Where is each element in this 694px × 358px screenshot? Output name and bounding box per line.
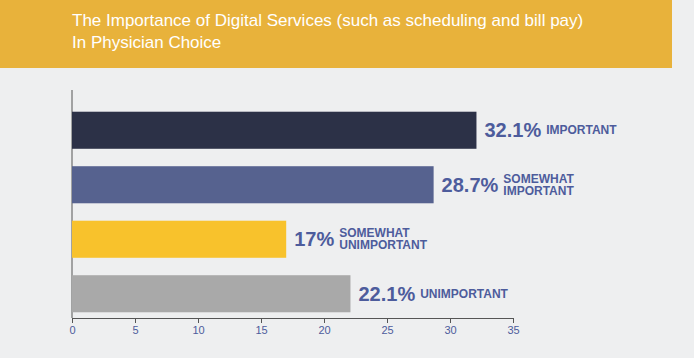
x-tick-mark bbox=[387, 318, 388, 323]
category-label: SOMEWHATIMPORTANT bbox=[503, 172, 574, 198]
category-label: SOMEWHATUNIMPORTANT bbox=[339, 226, 427, 252]
x-tick: 35 bbox=[507, 318, 519, 336]
x-tick: 10 bbox=[192, 318, 204, 336]
category-label: IMPORTANT bbox=[546, 123, 617, 137]
x-tick: 5 bbox=[132, 318, 138, 336]
x-tick-mark bbox=[261, 318, 262, 323]
x-tick-mark bbox=[135, 318, 136, 323]
x-axis-line bbox=[73, 318, 514, 319]
bar bbox=[72, 112, 476, 149]
x-tick-mark bbox=[450, 318, 451, 323]
x-tick-label: 0 bbox=[69, 324, 75, 336]
x-tick-mark bbox=[324, 318, 325, 323]
category-label: UNIMPORTANT bbox=[420, 287, 508, 301]
bars bbox=[72, 112, 476, 313]
x-tick-label: 15 bbox=[255, 324, 267, 336]
x-tick-label: 5 bbox=[132, 324, 138, 336]
x-tick: 15 bbox=[255, 318, 267, 336]
bar bbox=[72, 221, 286, 258]
x-tick: 30 bbox=[444, 318, 456, 336]
x-tick-label: 25 bbox=[381, 324, 393, 336]
x-axis: 0 5 10 15 20 25 30 35 bbox=[69, 318, 519, 336]
labels: 32.1% IMPORTANT 28.7%SOMEWHATIMPORTANT 17%S… bbox=[294, 119, 617, 305]
data-label: 17% bbox=[294, 228, 334, 250]
chart: 0510152025303532.1%IMPORTANT28.7%SOMEWHA… bbox=[0, 0, 694, 358]
data-label: 28.7% bbox=[442, 174, 499, 196]
x-tick: 25 bbox=[381, 318, 393, 336]
x-tick: 0 bbox=[69, 318, 75, 336]
x-tick-label: 35 bbox=[507, 324, 519, 336]
x-tick: 20 bbox=[318, 318, 330, 336]
chart-title: The Importance of Digital Services (such… bbox=[0, 0, 672, 68]
data-label: 32.1% bbox=[484, 119, 541, 141]
x-tick-label: 30 bbox=[444, 324, 456, 336]
x-tick-label: 20 bbox=[318, 324, 330, 336]
data-label: 22.1% bbox=[358, 283, 415, 305]
x-tick-label: 10 bbox=[192, 324, 204, 336]
x-tick-mark bbox=[513, 318, 514, 323]
x-tick-mark bbox=[72, 318, 73, 323]
bar bbox=[72, 275, 350, 312]
bar bbox=[72, 166, 434, 203]
x-tick-mark bbox=[198, 318, 199, 323]
